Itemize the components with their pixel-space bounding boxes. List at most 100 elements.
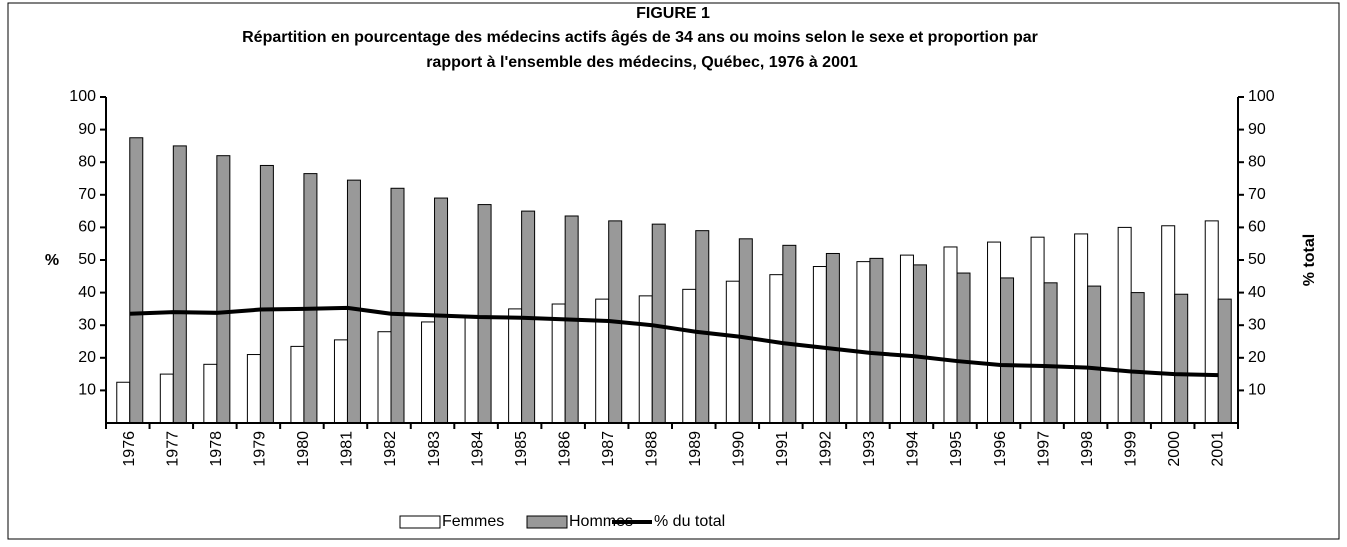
x-tick-label: 1976 <box>121 431 138 467</box>
legend-label: Hommes <box>569 513 633 530</box>
x-tick-label: 1978 <box>208 431 225 467</box>
x-tick-label: 1984 <box>469 431 486 467</box>
y-tick-label: 40 <box>78 284 96 301</box>
y2-tick-label: 80 <box>1248 153 1266 170</box>
y-tick-label: 10 <box>78 382 96 399</box>
legend-swatch <box>526 515 568 529</box>
bar <box>856 261 871 424</box>
x-tick-label: 1993 <box>861 431 878 467</box>
x-tick-label: 1996 <box>992 431 1009 467</box>
x-tick-label: 1983 <box>426 431 443 467</box>
chart-title: FIGURE 1 <box>636 5 710 22</box>
y2-tick-label: 100 <box>1248 88 1275 105</box>
bar <box>377 331 392 424</box>
bar <box>290 345 305 424</box>
y2-tick-label: 50 <box>1248 251 1266 268</box>
chart-subtitle: rapport à l'ensemble des médecins, Québe… <box>426 54 858 71</box>
y-tick-label: 70 <box>78 186 96 203</box>
bar <box>1000 277 1015 424</box>
bar <box>1074 233 1089 424</box>
bar <box>116 381 131 424</box>
bar <box>682 288 697 424</box>
bar <box>987 241 1002 424</box>
bar <box>956 272 971 424</box>
bar <box>390 187 405 424</box>
bar <box>346 179 361 424</box>
y-tick-label: 60 <box>78 219 96 236</box>
y2-tick-label: 60 <box>1248 219 1266 236</box>
y-tick-label: 100 <box>69 88 96 105</box>
x-tick-label: 1986 <box>556 431 573 467</box>
bar <box>216 155 231 424</box>
y2-axis-label: % total <box>1301 234 1318 286</box>
y-tick-label: 80 <box>78 153 96 170</box>
y2-tick-label: 30 <box>1248 316 1266 333</box>
x-tick-label: 1999 <box>1122 431 1139 467</box>
y2-tick-label: 10 <box>1248 382 1266 399</box>
x-tick-label: 1994 <box>905 431 922 467</box>
bar <box>1174 293 1189 424</box>
bar <box>638 295 653 424</box>
bar <box>477 204 492 424</box>
x-tick-label: 1990 <box>731 431 748 467</box>
x-tick-label: 1995 <box>948 431 965 467</box>
bar <box>1043 282 1058 424</box>
y2-tick-label: 70 <box>1248 186 1266 203</box>
x-tick-label: 1980 <box>295 431 312 467</box>
bar <box>259 164 274 424</box>
bar <box>421 321 436 424</box>
x-tick-label: 2001 <box>1209 431 1226 467</box>
x-tick-label: 1979 <box>252 431 269 467</box>
x-tick-label: 1998 <box>1079 431 1096 467</box>
y-tick-label: 20 <box>78 349 96 366</box>
x-tick-label: 1985 <box>513 431 530 467</box>
bar <box>333 339 348 424</box>
bar <box>1130 292 1145 424</box>
bar <box>246 354 261 424</box>
bar <box>812 266 827 424</box>
y-tick-label: 90 <box>78 121 96 138</box>
bar <box>203 363 218 424</box>
bar <box>825 252 840 424</box>
x-tick-label: 2000 <box>1166 431 1183 467</box>
line <box>129 305 1219 378</box>
x-tick-label: 1992 <box>818 431 835 467</box>
bar <box>303 173 318 424</box>
x-tick-label: 1988 <box>643 431 660 467</box>
bar <box>129 137 144 424</box>
chart-subtitle: Répartition en pourcentage des médecins … <box>242 29 1038 46</box>
bar <box>725 280 740 424</box>
bar <box>899 254 914 424</box>
y2-tick-label: 40 <box>1248 284 1266 301</box>
y-tick-label: 50 <box>78 251 96 268</box>
y2-tick-label: 90 <box>1248 121 1266 138</box>
x-tick-label: 1997 <box>1035 431 1052 467</box>
bar <box>782 244 797 424</box>
bar <box>172 145 187 424</box>
bar <box>869 257 884 424</box>
legend-label: % du total <box>654 513 725 530</box>
legend-label: Femmes <box>442 513 504 530</box>
x-tick-label: 1977 <box>165 431 182 467</box>
y2-tick-label: 20 <box>1248 349 1266 366</box>
bar <box>159 373 174 424</box>
bar <box>551 303 566 424</box>
bar <box>1217 298 1232 424</box>
bar <box>1161 225 1176 424</box>
x-tick-label: 1987 <box>600 431 617 467</box>
bar <box>1030 236 1045 424</box>
bar <box>738 238 753 424</box>
bar <box>943 246 958 424</box>
bar <box>464 314 479 424</box>
bar <box>1117 226 1132 424</box>
bar <box>1204 220 1219 424</box>
bar <box>769 274 784 424</box>
x-tick-label: 1989 <box>687 431 704 467</box>
bar <box>508 308 523 424</box>
bar <box>695 230 710 424</box>
y-axis-label: % <box>45 252 59 269</box>
bar <box>434 197 449 424</box>
bar <box>1087 285 1102 424</box>
x-tick-label: 1982 <box>382 431 399 467</box>
